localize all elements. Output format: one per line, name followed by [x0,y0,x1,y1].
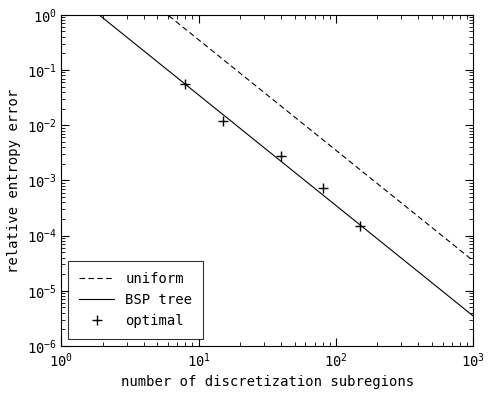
optimal [220,118,226,123]
optimal [278,153,284,158]
X-axis label: number of discretization subregions: number of discretization subregions [121,375,414,389]
Y-axis label: relative entropy error: relative entropy error [7,88,21,272]
Legend: uniform, BSP tree, optimal: uniform, BSP tree, optimal [68,261,203,339]
optimal [183,82,188,87]
optimal [320,186,326,190]
Line: optimal: optimal [181,80,365,231]
optimal [357,223,363,228]
